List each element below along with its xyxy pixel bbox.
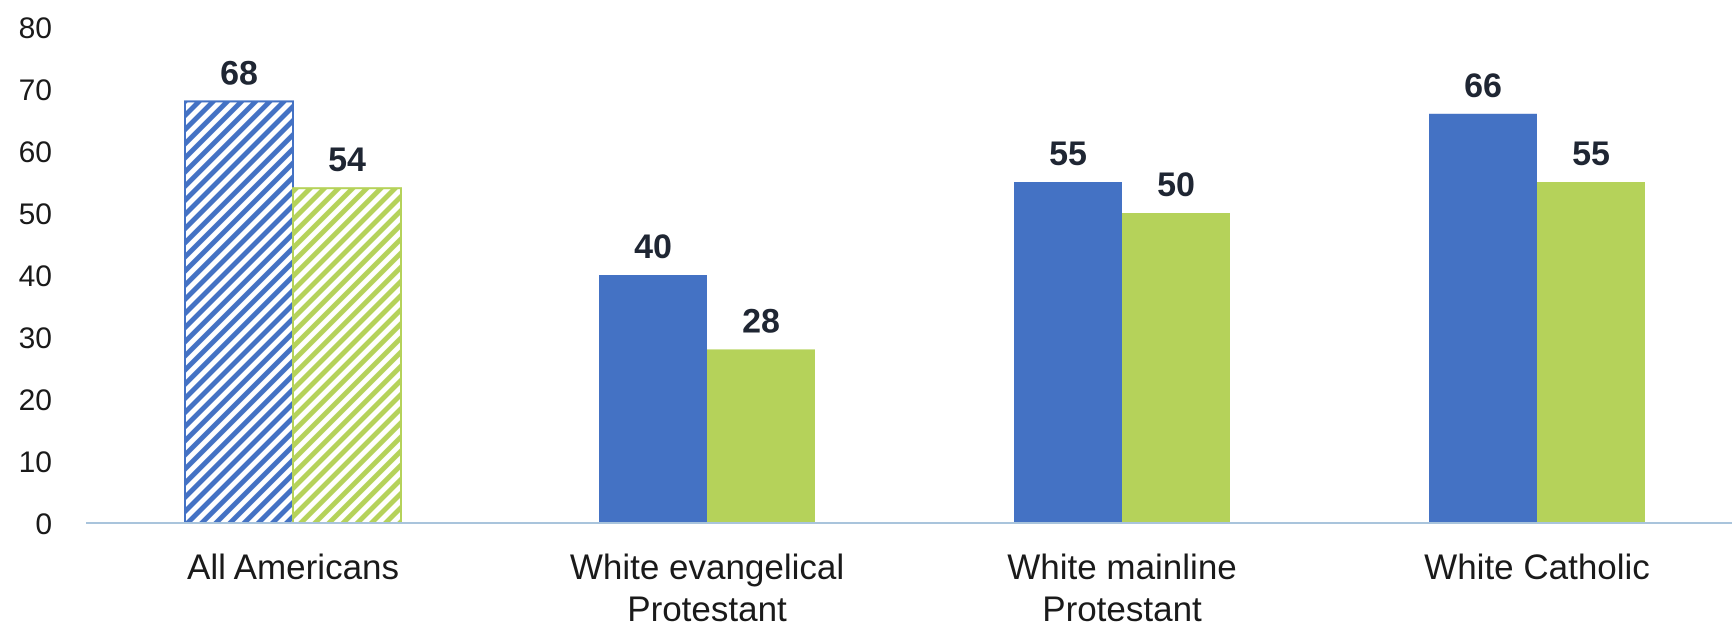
bar-green-3 xyxy=(1537,182,1645,523)
bar-series xyxy=(184,100,1645,525)
data-label: 66 xyxy=(1464,67,1502,105)
y-tick-label: 10 xyxy=(19,446,52,479)
y-tick-label: 30 xyxy=(19,322,52,355)
bar-green-2 xyxy=(1122,213,1230,523)
y-tick-label: 70 xyxy=(19,74,52,107)
data-label: 54 xyxy=(328,141,366,179)
y-tick-label: 40 xyxy=(19,260,52,293)
bar-green-0 xyxy=(292,187,402,524)
data-label: 55 xyxy=(1572,135,1610,173)
category-label: White mainline Protestant xyxy=(1007,548,1237,626)
bar-green-1 xyxy=(707,349,815,523)
category-label: White evangelical Protestant xyxy=(570,548,844,626)
data-labels: 68 54 40 28 55 50 66 55 xyxy=(220,54,1610,340)
data-label: 50 xyxy=(1157,166,1195,204)
bar-blue-3 xyxy=(1429,113,1537,524)
category-labels: All Americans White evangelical Protestant… xyxy=(187,548,1650,626)
y-tick-label: 80 xyxy=(19,12,52,45)
data-label: 55 xyxy=(1049,135,1087,173)
category-label: All Americans xyxy=(187,548,399,587)
y-tick-label: 0 xyxy=(35,508,52,541)
bar-blue-1 xyxy=(599,275,707,523)
category-label: White Catholic xyxy=(1424,548,1650,587)
bar-blue-0 xyxy=(184,100,294,525)
data-label: 28 xyxy=(742,302,780,340)
y-tick-label: 60 xyxy=(19,136,52,169)
bar-blue-2 xyxy=(1014,182,1122,523)
data-label: 68 xyxy=(220,54,258,92)
y-axis-tick-labels: 0 10 20 30 40 50 60 70 80 xyxy=(19,12,52,541)
y-tick-label: 20 xyxy=(19,384,52,417)
y-tick-label: 50 xyxy=(19,198,52,231)
data-label: 40 xyxy=(634,228,672,266)
